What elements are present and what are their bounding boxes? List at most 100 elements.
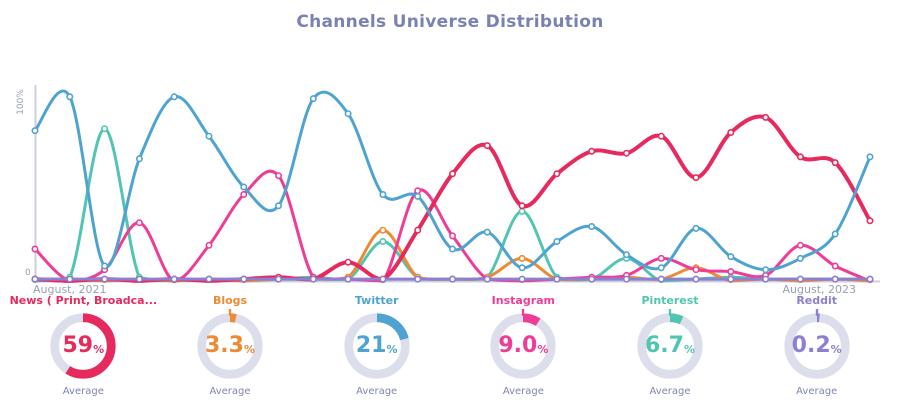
data-point[interactable] [518, 202, 526, 210]
data-point[interactable] [344, 110, 352, 118]
data-point[interactable] [448, 170, 456, 178]
data-point[interactable] [414, 192, 422, 200]
average-donut-blogs[interactable]: Blogs 3.3 % Average [157, 294, 304, 397]
data-point[interactable] [657, 264, 665, 272]
data-point[interactable] [66, 93, 74, 101]
data-point[interactable] [622, 275, 630, 283]
data-point[interactable] [796, 254, 804, 262]
data-point[interactable] [31, 245, 39, 253]
donut-value-arc [50, 313, 116, 379]
data-point[interactable] [274, 202, 282, 210]
data-point[interactable] [692, 224, 700, 232]
average-number: 59 [62, 333, 94, 358]
data-point[interactable] [66, 275, 74, 283]
data-point[interactable] [762, 113, 770, 121]
average-number: 0.2 [791, 333, 831, 358]
data-point[interactable] [240, 191, 248, 199]
data-point[interactable] [657, 254, 665, 262]
data-point[interactable] [31, 275, 39, 283]
data-point[interactable] [414, 275, 422, 283]
data-point[interactable] [240, 183, 248, 191]
data-point[interactable] [796, 153, 804, 161]
data-point[interactable] [831, 159, 839, 167]
data-point[interactable] [344, 258, 352, 266]
data-point[interactable] [135, 219, 143, 227]
data-point[interactable] [553, 275, 561, 283]
series-line-pinterest[interactable] [31, 125, 874, 283]
data-point[interactable] [101, 125, 109, 133]
data-point[interactable] [379, 238, 387, 246]
data-point[interactable] [727, 129, 735, 137]
donut-ring: 0.2 % [780, 309, 854, 383]
data-point[interactable] [274, 275, 282, 283]
data-point[interactable] [240, 275, 248, 283]
average-donut-twitter[interactable]: Twitter 21 % Average [303, 294, 450, 397]
data-point[interactable] [379, 275, 387, 283]
data-point[interactable] [135, 155, 143, 163]
data-point[interactable] [553, 170, 561, 178]
data-point[interactable] [309, 275, 317, 283]
data-point[interactable] [414, 187, 422, 195]
data-point[interactable] [762, 275, 770, 283]
series-line-twitter[interactable] [31, 89, 874, 274]
data-point[interactable] [518, 207, 526, 215]
data-point[interactable] [866, 217, 874, 225]
data-point[interactable] [518, 264, 526, 272]
data-point[interactable] [727, 253, 735, 261]
data-point[interactable] [135, 275, 143, 283]
data-point[interactable] [831, 262, 839, 270]
data-point[interactable] [866, 153, 874, 161]
data-point[interactable] [448, 275, 456, 283]
average-donut-news[interactable]: News ( Print, Broadca... 59 % Average [10, 294, 158, 397]
data-point[interactable] [588, 147, 596, 155]
data-point[interactable] [762, 266, 770, 274]
data-point[interactable] [414, 226, 422, 234]
average-donut-reddit[interactable]: Reddit 0.2 % Average [743, 294, 890, 397]
average-donut-pinterest[interactable]: Pinterest 6.7 % Average [597, 294, 744, 397]
data-point[interactable] [518, 254, 526, 262]
data-point[interactable] [622, 149, 630, 157]
data-point[interactable] [205, 241, 213, 249]
data-point[interactable] [31, 127, 39, 135]
data-point[interactable] [379, 226, 387, 234]
data-point[interactable] [309, 95, 317, 103]
donut-value-arc [637, 313, 703, 379]
data-point[interactable] [518, 275, 526, 283]
data-point[interactable] [657, 275, 665, 283]
data-point[interactable] [727, 268, 735, 276]
data-point[interactable] [170, 93, 178, 101]
data-point[interactable] [205, 275, 213, 283]
series-layer [31, 89, 874, 284]
data-point[interactable] [692, 275, 700, 283]
data-point[interactable] [727, 275, 735, 283]
data-point[interactable] [101, 262, 109, 270]
data-point[interactable] [448, 245, 456, 253]
data-point[interactable] [553, 238, 561, 246]
data-point[interactable] [657, 132, 665, 140]
data-point[interactable] [379, 191, 387, 199]
line-chart-canvas[interactable] [0, 0, 900, 300]
data-point[interactable] [344, 275, 352, 283]
data-point[interactable] [483, 275, 491, 283]
data-point[interactable] [483, 142, 491, 150]
data-point[interactable] [831, 275, 839, 283]
data-point[interactable] [622, 251, 630, 259]
data-point[interactable] [101, 275, 109, 283]
data-point[interactable] [274, 172, 282, 180]
series-line-reddit[interactable] [31, 275, 874, 283]
data-point[interactable] [205, 132, 213, 140]
average-value: 21 % [340, 309, 414, 383]
data-point[interactable] [831, 230, 839, 238]
data-point[interactable] [796, 241, 804, 249]
data-point[interactable] [796, 275, 804, 283]
data-point[interactable] [588, 223, 596, 231]
data-point[interactable] [692, 174, 700, 182]
data-point[interactable] [692, 266, 700, 274]
data-point[interactable] [588, 275, 596, 283]
data-point[interactable] [866, 275, 874, 283]
data-point[interactable] [483, 228, 491, 236]
average-number: 9.0 [498, 333, 538, 358]
data-point[interactable] [448, 232, 456, 240]
average-donut-instagram[interactable]: Instagram 9.0 % Average [450, 294, 597, 397]
data-point[interactable] [170, 275, 178, 283]
